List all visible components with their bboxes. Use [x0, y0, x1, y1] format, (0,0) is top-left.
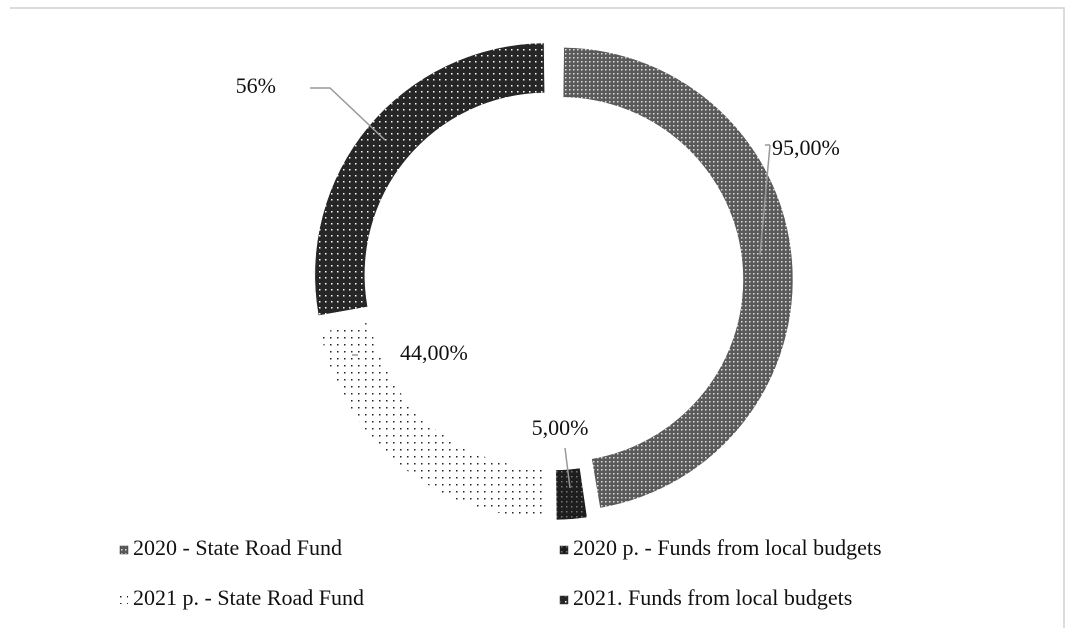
leader-line: [310, 87, 386, 141]
legend-label: 2020 p. - Funds from local budgets: [573, 535, 882, 560]
legend-swatch: [559, 545, 569, 555]
legend-swatch: [559, 595, 569, 605]
chart-frame: [10, 7, 1065, 628]
data-label: 5,00%: [532, 415, 589, 440]
legend-label: 2021 p. - State Road Fund: [133, 585, 364, 610]
leader-line: [564, 447, 571, 489]
donut-slice: [320, 322, 546, 519]
leader-line: [759, 144, 771, 256]
legend-label: 2021. Funds from local budgets: [573, 585, 852, 610]
legend-swatch: [119, 545, 129, 555]
donut-slice: [314, 42, 545, 316]
data-label: 44,00%: [400, 340, 468, 365]
donut-slice: [562, 47, 794, 509]
legend-swatch: [120, 596, 128, 604]
legend-label: 2020 - State Road Fund: [133, 535, 342, 560]
donut-slice: [555, 467, 588, 521]
data-label: 95,00%: [772, 135, 840, 160]
data-label: 56%: [236, 73, 276, 98]
